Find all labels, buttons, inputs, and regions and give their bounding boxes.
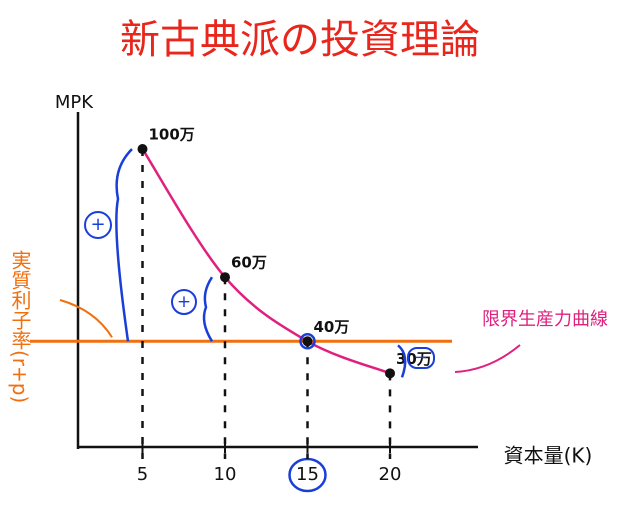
chart-title: 新古典派の投資理論 xyxy=(120,17,480,63)
rate-pointer xyxy=(59,299,113,338)
rate-label: 実質利子率(r+p) xyxy=(8,250,32,404)
x-tick-label: 10 xyxy=(214,464,237,485)
point xyxy=(137,144,148,155)
point xyxy=(220,272,230,283)
annotation: + xyxy=(177,292,191,312)
point xyxy=(302,336,313,347)
x-tick-label: 15 xyxy=(296,464,319,485)
annotation: + xyxy=(90,214,105,235)
x-tick-label: 5 xyxy=(137,464,148,485)
point-highlight xyxy=(299,333,316,350)
value-label: 40万 xyxy=(314,318,350,336)
bracket xyxy=(115,148,133,342)
x-tick-label: 20 xyxy=(379,464,402,485)
x-axis-label: 資本量(K) xyxy=(504,444,593,468)
point xyxy=(385,368,395,379)
annotation-box xyxy=(407,347,435,369)
annotation-circle xyxy=(84,211,112,239)
bracket xyxy=(202,276,214,342)
legend-pointer xyxy=(454,344,521,373)
bracket xyxy=(397,344,407,378)
value-label: 100万 xyxy=(149,126,195,144)
value-label: 60万 xyxy=(231,254,267,272)
y-axis-label: MPK xyxy=(55,92,94,113)
annotation: − xyxy=(414,348,427,367)
legend-label: 限界生産力曲線 xyxy=(482,309,608,330)
curve xyxy=(141,148,391,375)
annotation-circle xyxy=(171,289,197,315)
